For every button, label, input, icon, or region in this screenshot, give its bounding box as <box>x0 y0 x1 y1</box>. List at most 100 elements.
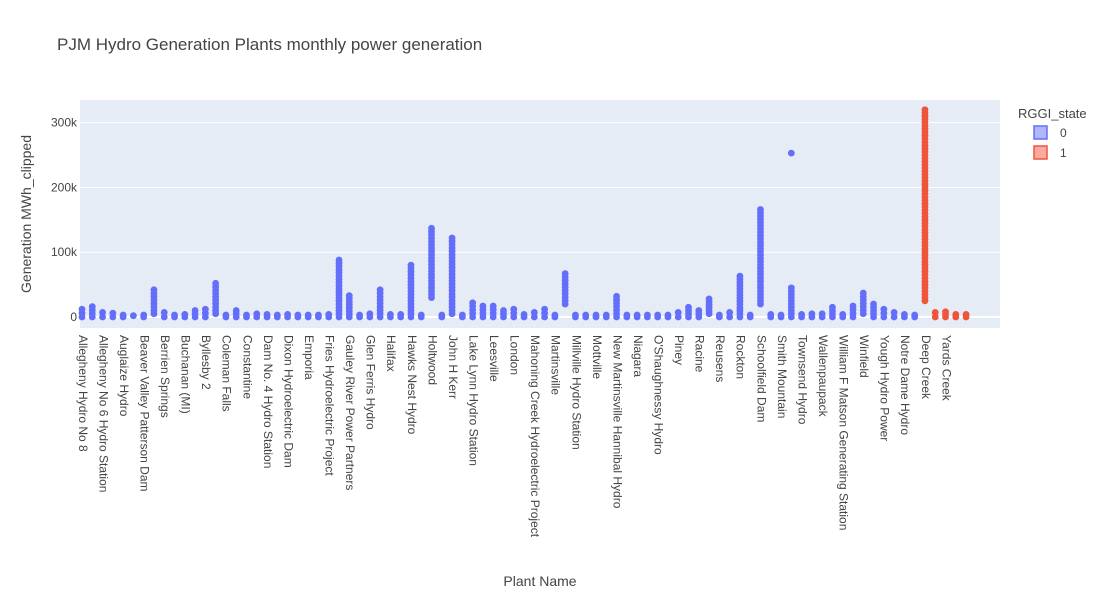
data-point[interactable] <box>613 292 620 300</box>
data-point[interactable] <box>243 311 250 319</box>
data-point[interactable] <box>880 305 888 313</box>
data-point[interactable] <box>530 309 538 316</box>
data-point[interactable] <box>870 300 877 308</box>
data-point[interactable] <box>469 299 477 307</box>
series-0-plant-15-marks <box>232 307 240 321</box>
data-point[interactable] <box>582 311 590 319</box>
data-point[interactable] <box>695 307 703 314</box>
data-point[interactable] <box>294 311 302 319</box>
data-point[interactable] <box>325 310 333 318</box>
data-point[interactable] <box>160 309 168 316</box>
data-point[interactable] <box>911 311 919 319</box>
data-point[interactable] <box>592 311 600 319</box>
data-point[interactable] <box>130 312 137 320</box>
data-point[interactable] <box>232 307 240 314</box>
data-point[interactable] <box>962 310 970 318</box>
data-point[interactable] <box>952 310 960 318</box>
data-point[interactable] <box>212 279 220 287</box>
data-point[interactable] <box>397 310 405 318</box>
data-point[interactable] <box>500 307 507 314</box>
data-point[interactable] <box>654 311 662 319</box>
data-point[interactable] <box>479 302 487 310</box>
data-point[interactable] <box>304 311 312 319</box>
data-point[interactable] <box>674 309 682 316</box>
data-point[interactable] <box>284 310 291 318</box>
data-point[interactable] <box>150 286 158 294</box>
data-point[interactable] <box>849 302 857 310</box>
data-point[interactable] <box>818 310 826 318</box>
data-point[interactable] <box>777 311 785 319</box>
data-point[interactable] <box>685 303 692 311</box>
data-point[interactable] <box>829 303 836 311</box>
data-point[interactable] <box>315 311 322 319</box>
data-point[interactable] <box>736 272 744 280</box>
data-point[interactable] <box>859 289 867 297</box>
data-point[interactable] <box>541 305 548 313</box>
data-point[interactable] <box>561 270 569 277</box>
data-point[interactable] <box>489 302 497 310</box>
data-point[interactable] <box>520 310 528 318</box>
x-tick-label-29: Piney <box>672 335 686 365</box>
data-point[interactable] <box>181 310 189 318</box>
data-point[interactable] <box>551 311 559 319</box>
data-point[interactable] <box>942 308 949 316</box>
data-point[interactable] <box>407 261 415 269</box>
data-point[interactable] <box>99 309 106 316</box>
series-0-plant-35-marks <box>438 311 446 321</box>
data-point[interactable] <box>901 310 908 318</box>
series-0-plant-68-marks <box>777 311 785 321</box>
x-tick-label-39: Yough Hydro Power <box>878 335 892 441</box>
data-point[interactable] <box>109 309 117 317</box>
series-0-plant-78-marks <box>880 305 888 321</box>
data-point[interactable] <box>767 310 775 318</box>
data-point[interactable] <box>664 311 672 319</box>
series-0-plant-16-marks <box>243 311 250 321</box>
data-point[interactable] <box>890 309 898 316</box>
data-point[interactable] <box>222 311 230 319</box>
data-point[interactable] <box>140 311 148 319</box>
data-point[interactable] <box>757 206 764 213</box>
data-point[interactable] <box>787 284 795 292</box>
data-point[interactable] <box>726 309 734 316</box>
legend-item-1[interactable]: 1 <box>1033 145 1067 160</box>
data-point[interactable] <box>78 305 86 313</box>
data-point[interactable] <box>376 286 384 294</box>
legend-item-0[interactable]: 0 <box>1033 125 1067 140</box>
data-point[interactable] <box>746 311 754 319</box>
data-point[interactable] <box>798 310 805 318</box>
data-point[interactable] <box>119 311 127 319</box>
data-point[interactable] <box>931 309 939 316</box>
data-point[interactable] <box>572 311 579 319</box>
data-point[interactable] <box>387 310 394 318</box>
data-point[interactable] <box>715 311 723 319</box>
x-tick-label-19: Lake Lynn Hydro Station <box>466 335 480 466</box>
data-point[interactable] <box>273 311 281 319</box>
data-point[interactable] <box>623 311 631 319</box>
data-point[interactable] <box>808 310 816 318</box>
data-point[interactable] <box>191 307 199 314</box>
data-point[interactable] <box>602 311 610 319</box>
data-point[interactable] <box>88 303 96 311</box>
data-point[interactable] <box>171 311 178 319</box>
x-tick-label-21: London <box>508 335 522 375</box>
data-point[interactable] <box>839 310 847 318</box>
data-point[interactable] <box>263 310 271 318</box>
data-point[interactable] <box>633 311 641 319</box>
data-point[interactable] <box>787 149 795 157</box>
data-point[interactable] <box>705 295 713 303</box>
data-point[interactable] <box>921 106 929 114</box>
data-point[interactable] <box>201 305 209 313</box>
data-point[interactable] <box>345 292 353 300</box>
data-point[interactable] <box>458 311 466 319</box>
data-point[interactable] <box>356 311 363 319</box>
data-point[interactable] <box>417 311 425 319</box>
data-point[interactable] <box>428 224 435 232</box>
series-0-plant-27-marks <box>356 311 363 321</box>
data-point[interactable] <box>335 256 343 264</box>
data-point[interactable] <box>253 310 261 318</box>
data-point[interactable] <box>438 311 446 319</box>
data-point[interactable] <box>366 310 374 318</box>
data-point[interactable] <box>644 311 651 319</box>
data-point[interactable] <box>448 234 456 242</box>
data-point[interactable] <box>510 305 518 313</box>
